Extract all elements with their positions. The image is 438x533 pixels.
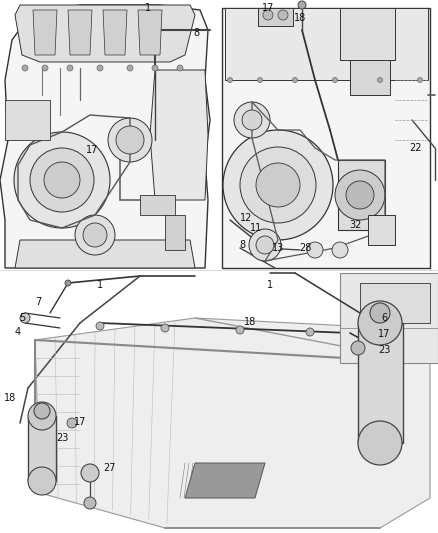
Circle shape xyxy=(370,303,390,323)
Circle shape xyxy=(346,181,374,209)
Circle shape xyxy=(14,132,110,228)
Bar xyxy=(258,8,293,26)
Circle shape xyxy=(258,77,262,83)
Polygon shape xyxy=(150,70,208,200)
Circle shape xyxy=(127,65,133,71)
Circle shape xyxy=(358,301,402,345)
Circle shape xyxy=(307,242,323,258)
Circle shape xyxy=(81,464,99,482)
Text: 4: 4 xyxy=(15,327,21,337)
Circle shape xyxy=(242,110,262,130)
Polygon shape xyxy=(35,318,430,528)
Circle shape xyxy=(263,10,273,20)
Text: 6: 6 xyxy=(381,313,387,323)
Circle shape xyxy=(97,65,103,71)
Polygon shape xyxy=(185,463,265,498)
Circle shape xyxy=(20,313,30,323)
Circle shape xyxy=(227,77,233,83)
Circle shape xyxy=(96,322,104,330)
Polygon shape xyxy=(0,5,210,268)
Circle shape xyxy=(417,77,423,83)
Circle shape xyxy=(67,65,73,71)
Circle shape xyxy=(28,467,56,495)
Circle shape xyxy=(378,77,382,83)
Text: 12: 12 xyxy=(240,213,252,223)
Polygon shape xyxy=(225,8,428,80)
Circle shape xyxy=(298,1,306,9)
Polygon shape xyxy=(5,100,50,140)
Circle shape xyxy=(42,65,48,71)
Text: 22: 22 xyxy=(410,143,422,153)
Circle shape xyxy=(108,118,152,162)
Text: 18: 18 xyxy=(4,393,16,403)
Polygon shape xyxy=(360,283,430,323)
Polygon shape xyxy=(15,240,195,268)
Text: 32: 32 xyxy=(350,220,362,230)
Polygon shape xyxy=(68,10,92,55)
Text: 8: 8 xyxy=(239,240,245,250)
Polygon shape xyxy=(103,10,127,55)
Text: 17: 17 xyxy=(378,329,390,339)
Polygon shape xyxy=(138,10,162,55)
Circle shape xyxy=(293,77,297,83)
Text: 17: 17 xyxy=(262,3,274,13)
Circle shape xyxy=(84,497,96,509)
Circle shape xyxy=(65,280,71,286)
Circle shape xyxy=(332,242,348,258)
Text: 23: 23 xyxy=(378,345,390,355)
Circle shape xyxy=(28,402,56,430)
Circle shape xyxy=(30,148,94,212)
Polygon shape xyxy=(15,5,195,62)
Circle shape xyxy=(240,147,316,223)
Circle shape xyxy=(332,77,338,83)
Polygon shape xyxy=(222,8,430,268)
Bar xyxy=(358,323,403,443)
Circle shape xyxy=(358,421,402,465)
Circle shape xyxy=(116,126,144,154)
Text: 8: 8 xyxy=(193,28,199,38)
Text: 5: 5 xyxy=(19,313,25,323)
Text: 18: 18 xyxy=(294,13,306,23)
Text: 17: 17 xyxy=(74,417,86,427)
Text: 7: 7 xyxy=(35,297,41,307)
Circle shape xyxy=(278,10,288,20)
Text: 17: 17 xyxy=(86,145,98,155)
Circle shape xyxy=(34,403,50,419)
Text: 18: 18 xyxy=(244,317,256,327)
Circle shape xyxy=(177,65,183,71)
Polygon shape xyxy=(165,215,185,250)
Polygon shape xyxy=(350,60,390,95)
Circle shape xyxy=(335,170,385,220)
Circle shape xyxy=(67,418,77,428)
Circle shape xyxy=(351,341,365,355)
Polygon shape xyxy=(140,195,175,215)
Circle shape xyxy=(22,65,28,71)
Circle shape xyxy=(256,236,274,254)
Circle shape xyxy=(223,130,333,240)
Polygon shape xyxy=(368,215,395,245)
Bar xyxy=(28,416,56,481)
Polygon shape xyxy=(340,273,438,363)
Circle shape xyxy=(44,162,80,198)
Polygon shape xyxy=(338,160,385,230)
Text: 11: 11 xyxy=(250,223,262,233)
Circle shape xyxy=(161,324,169,332)
Text: 23: 23 xyxy=(56,433,68,443)
Polygon shape xyxy=(33,10,57,55)
Circle shape xyxy=(306,328,314,336)
Circle shape xyxy=(256,163,300,207)
Circle shape xyxy=(236,326,244,334)
Text: 1: 1 xyxy=(267,280,273,290)
Circle shape xyxy=(152,65,158,71)
Text: 1: 1 xyxy=(97,280,103,290)
Circle shape xyxy=(249,229,281,261)
Text: 13: 13 xyxy=(272,243,284,253)
Polygon shape xyxy=(340,8,395,60)
Circle shape xyxy=(75,215,115,255)
Text: 1: 1 xyxy=(145,3,151,13)
Circle shape xyxy=(234,102,270,138)
Text: 27: 27 xyxy=(104,463,116,473)
Circle shape xyxy=(83,223,107,247)
Text: 28: 28 xyxy=(299,243,311,253)
